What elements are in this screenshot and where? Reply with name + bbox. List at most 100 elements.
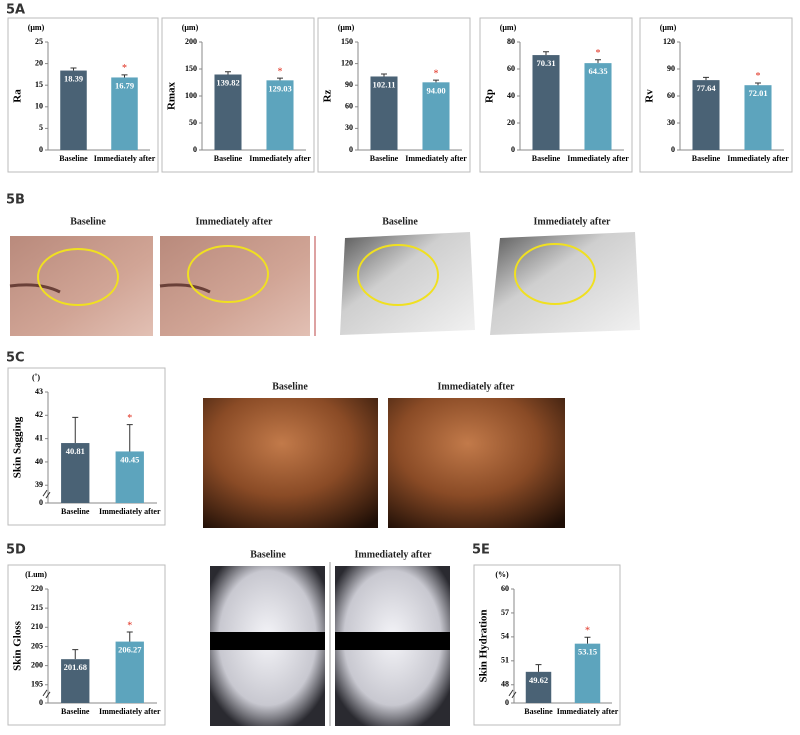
image-caption: Immediately after [196,216,273,227]
image-caption: Baseline [272,381,308,392]
value-label: 40.81 [66,446,85,456]
significance-marker: * [127,413,132,424]
y-tick-label: 15 [35,80,43,89]
panel-label: 5A [6,3,25,18]
x-tick-label: Baseline [532,154,561,163]
bar [744,85,772,150]
error-bar [584,636,591,644]
x-tick-label: Baseline [692,154,721,163]
y-tick-label: 60 [501,584,509,593]
y-tick-label: 90 [667,64,675,73]
error-bar [543,51,549,56]
unit-label: (%) [495,570,509,579]
y-tick-label: 220 [31,584,43,593]
panel-label: 5E [472,543,490,558]
error-bar [126,424,133,452]
unit-label: (μm) [338,23,355,32]
y-tick-label: 60 [345,102,353,111]
y-tick-label: 150 [341,37,353,46]
image-caption: Immediately after [438,381,515,392]
error-bar [70,67,77,71]
axis-break [42,689,51,699]
significance-marker: * [278,66,283,77]
bar [692,80,720,150]
y-tick-label: 120 [663,37,675,46]
image-caption: Baseline [70,216,106,227]
error-bar [126,631,133,642]
y-tick-label: 150 [185,64,197,73]
y-tick-label: 30 [345,123,353,132]
x-tick-label: Baseline [524,707,553,716]
bar [115,641,144,703]
y-tick-label: 0 [39,145,43,154]
value-label: 40.45 [120,454,139,464]
value-label: 18.39 [64,74,83,84]
y-tick-label: 195 [31,680,43,689]
error-bar [755,82,761,86]
bar [584,63,612,150]
error-bar [703,76,709,81]
x-tick-label: Baseline [59,154,88,163]
y-tick-label: 210 [31,622,43,631]
bar [422,82,450,150]
bar [115,451,144,503]
significance-marker: * [596,48,601,59]
error-bar [595,59,601,64]
y-tick-label: 60 [667,91,675,100]
image-caption: Baseline [250,549,286,560]
y-axis-label: Rz [322,89,334,102]
panel-label: 5D [6,543,26,558]
y-tick-label: 51 [501,656,509,665]
y-tick-label: 0 [511,145,515,154]
bar [214,74,242,150]
value-label: 49.62 [529,675,548,685]
x-tick-label: Immediately after [727,154,789,163]
error-bar [535,664,542,672]
y-tick-label: 48 [501,680,509,689]
y-axis-label: Skin Sagging [12,416,24,478]
front-photos [210,562,450,726]
value-label: 201.68 [64,662,87,672]
y-tick-label: 100 [185,91,197,100]
panel-label: 5C [6,351,25,366]
bar [111,77,138,150]
value-label: 77.64 [696,83,716,93]
value-label: 94.00 [426,85,445,95]
y-tick-label: 40 [507,91,515,100]
bar [370,76,398,150]
y-tick-label: 57 [501,608,509,617]
x-tick-label: Baseline [61,707,90,716]
y-tick-label: 20 [507,118,515,127]
value-label: 72.01 [748,88,767,98]
error-bar [72,416,79,444]
error-bar [121,74,128,78]
x-tick-label: Baseline [370,154,399,163]
bar [532,55,560,151]
y-tick-label: 42 [35,410,43,419]
error-bar [225,71,231,75]
y-tick-label: 200 [185,37,197,46]
y-tick-label: 41 [35,433,43,442]
y-tick-label: 80 [507,37,515,46]
y-tick-label: 39 [35,480,43,489]
image-caption: Immediately after [534,216,611,227]
y-axis-label: Rv [644,89,656,103]
y-axis-label: Rmax [166,81,178,110]
x-tick-label: Immediately after [567,154,629,163]
value-label: 102.11 [373,79,396,89]
x-tick-label: Immediately after [557,707,619,716]
y-tick-label: 0 [39,498,43,507]
panel-label: 5B [6,193,25,208]
significance-marker: * [434,68,439,79]
error-bar [277,77,283,81]
y-tick-label: 90 [345,80,353,89]
value-label: 53.15 [578,647,597,657]
x-tick-label: Baseline [61,507,90,516]
y-tick-label: 43 [35,387,43,396]
y-tick-label: 0 [193,145,197,154]
unit-label: (μm) [500,23,517,32]
x-tick-label: Immediately after [99,707,161,716]
y-axis-label: Skin Gloss [12,620,24,671]
y-tick-label: 54 [501,632,509,641]
value-label: 139.82 [216,77,239,87]
